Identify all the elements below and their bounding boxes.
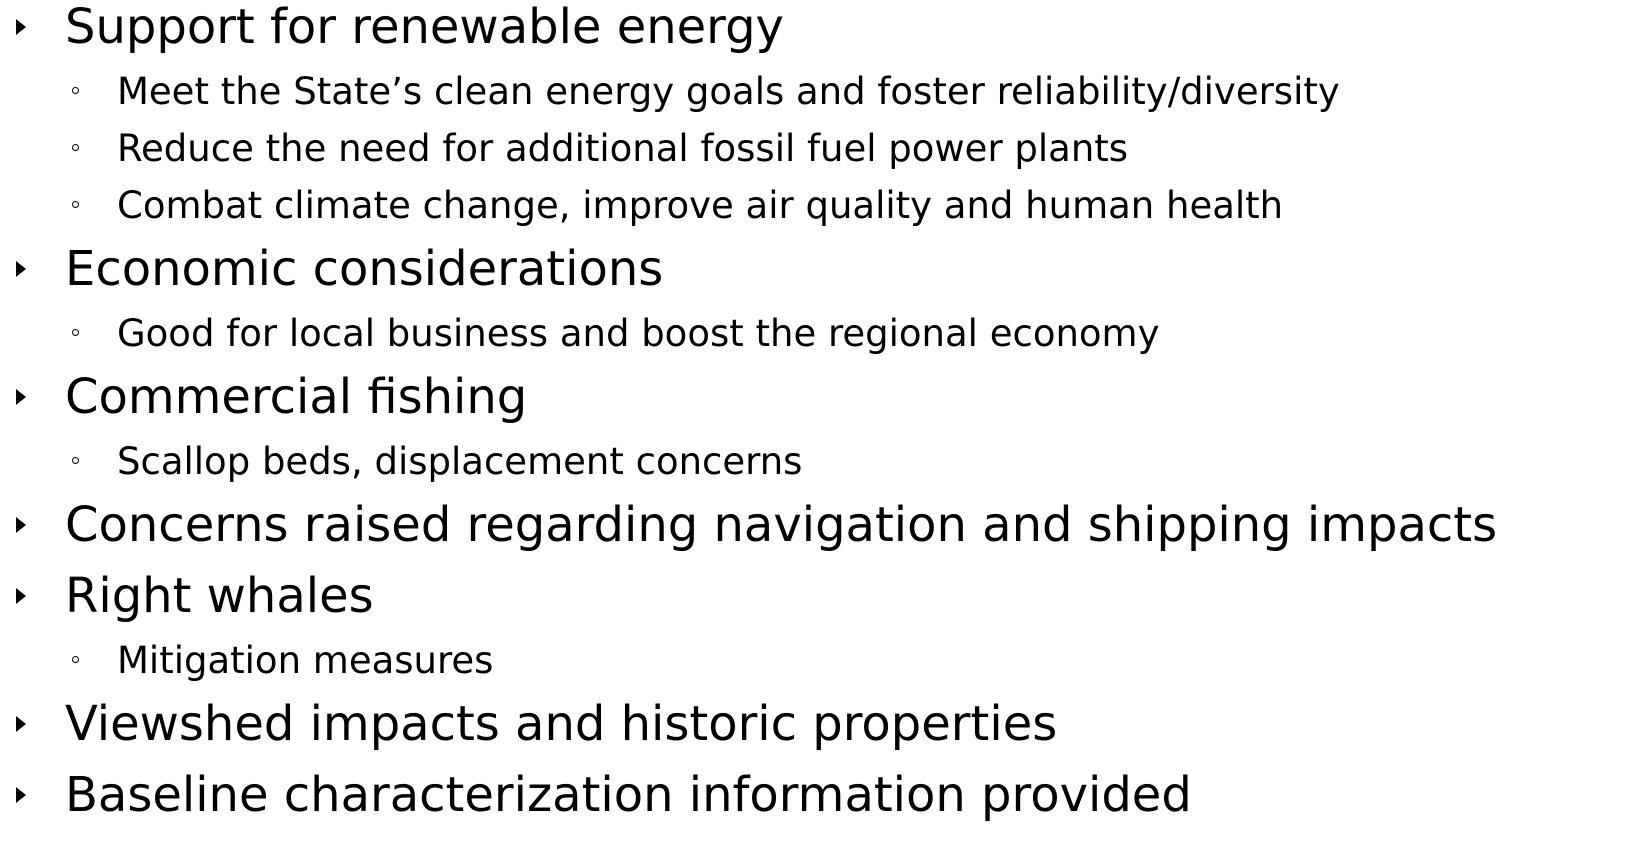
bullet-text: Right whales	[65, 568, 374, 624]
sub-bullet-item: Scallop beds, displacement concerns	[0, 433, 1625, 490]
sub-bullet-text: Meet the State’s clean energy goals and …	[117, 70, 1340, 113]
bullet-item: Right whales	[0, 561, 1625, 632]
bullet-text: Concerns raised regarding navigation and…	[65, 497, 1498, 553]
bullet-item: Economic considerations	[0, 234, 1625, 305]
sub-bullet-item: Combat climate change, improve air quali…	[0, 177, 1625, 234]
bullet-item: Viewshed impacts and historic properties	[0, 689, 1625, 760]
sub-bullet-dot	[72, 201, 79, 208]
bullet-item: Support for renewable energy	[0, 0, 1625, 63]
sub-bullet-text: Mitigation measures	[117, 639, 494, 682]
bullet-text: Commercial fishing	[65, 369, 528, 425]
bullet-item: Concerns raised regarding navigation and…	[0, 490, 1625, 561]
bullet-arrow	[16, 716, 26, 732]
sub-bullet-item: Meet the State’s clean energy goals and …	[0, 63, 1625, 120]
sub-bullet-item: Reduce the need for additional fossil fu…	[0, 120, 1625, 177]
sub-bullet-text: Good for local business and boost the re…	[117, 312, 1160, 355]
bullet-arrow	[16, 261, 26, 277]
bullet-text: Baseline characterization information pr…	[65, 767, 1192, 823]
bullet-text: Viewshed impacts and historic properties	[65, 696, 1058, 752]
bullet-text: Economic considerations	[65, 241, 664, 297]
sub-bullet-dot	[72, 329, 79, 336]
sub-bullet-item: Mitigation measures	[0, 632, 1625, 689]
bullet-list: Support for renewable energy Meet the Sta…	[0, 0, 1625, 831]
sub-bullet-text: Combat climate change, improve air quali…	[117, 184, 1284, 227]
sub-bullet-dot	[72, 87, 79, 94]
sub-bullet-text: Reduce the need for additional fossil fu…	[117, 127, 1129, 170]
bullet-item: Baseline characterization information pr…	[0, 760, 1625, 831]
bullet-arrow	[16, 588, 26, 604]
sub-bullet-dot	[72, 144, 79, 151]
bullet-text: Support for renewable energy	[65, 0, 784, 55]
bullet-arrow	[16, 19, 26, 35]
sub-bullet-text: Scallop beds, displacement concerns	[117, 440, 803, 483]
sub-bullet-item: Good for local business and boost the re…	[0, 305, 1625, 362]
bullet-item: Commercial fishing	[0, 362, 1625, 433]
bullet-arrow	[16, 389, 26, 405]
bullet-arrow	[16, 787, 26, 803]
bullet-arrow	[16, 517, 26, 533]
sub-bullet-dot	[72, 457, 79, 464]
sub-bullet-dot	[72, 656, 79, 663]
